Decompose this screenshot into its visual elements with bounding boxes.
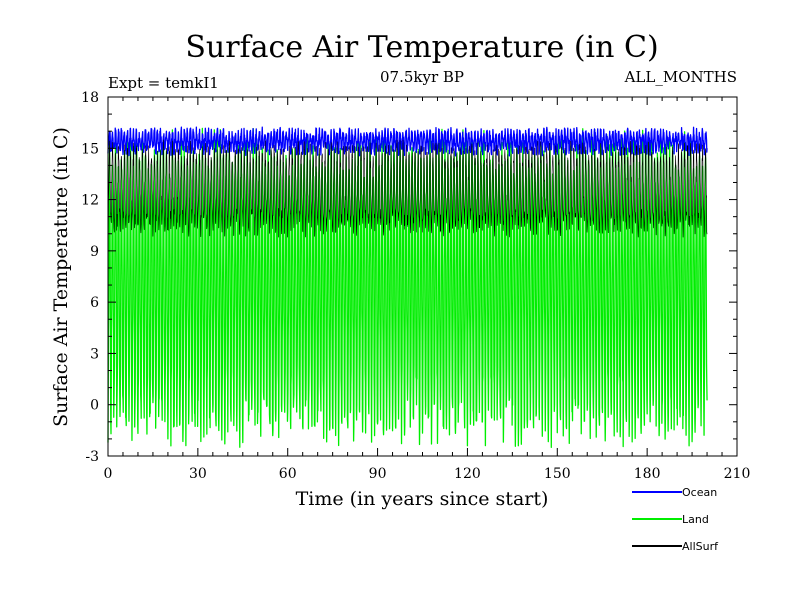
legend: Ocean Land AllSurf xyxy=(632,486,719,553)
y-tick-label: 18 xyxy=(81,90,99,106)
x-tick-label: 0 xyxy=(104,466,113,482)
x-tick-label: 210 xyxy=(724,466,751,482)
series-layer xyxy=(107,126,708,449)
y-tick-label: 0 xyxy=(90,398,99,414)
y-tick-label: 6 xyxy=(90,295,99,311)
y-tick-label: 9 xyxy=(90,244,99,260)
series-line-ocean xyxy=(107,126,708,157)
legend-label-ocean: Ocean xyxy=(682,486,717,499)
series-line-land xyxy=(107,127,708,449)
y-tick-label: -3 xyxy=(85,449,99,465)
x-tick-label: 120 xyxy=(454,466,481,482)
x-tick-label: 150 xyxy=(544,466,571,482)
months-label: ALL_MONTHS xyxy=(624,68,737,86)
axes-layer: 0 30 60 90 120 150 180 210 -3 0 3 6 9 12 15 18 xyxy=(81,90,750,482)
y-axis-label: Surface Air Temperature (in C) xyxy=(50,127,72,427)
y-tick-label: 3 xyxy=(90,346,99,362)
legend-label-land: Land xyxy=(682,513,709,526)
period-label: 07.5kyr BP xyxy=(380,68,464,86)
chart-title: Surface Air Temperature (in C) xyxy=(185,30,658,65)
x-tick-label: 60 xyxy=(279,466,297,482)
y-tick-label: 12 xyxy=(81,193,99,209)
x-tick-label: 90 xyxy=(369,466,387,482)
legend-label-allsurf: AllSurf xyxy=(682,540,719,553)
x-axis-label: Time (in years since start) xyxy=(296,488,549,510)
x-tick-label: 180 xyxy=(634,466,661,482)
experiment-label: Expt = temkI1 xyxy=(108,74,219,92)
series-line-allsurf xyxy=(107,139,708,238)
y-tick-label: 15 xyxy=(81,141,99,157)
x-tick-label: 30 xyxy=(189,466,207,482)
